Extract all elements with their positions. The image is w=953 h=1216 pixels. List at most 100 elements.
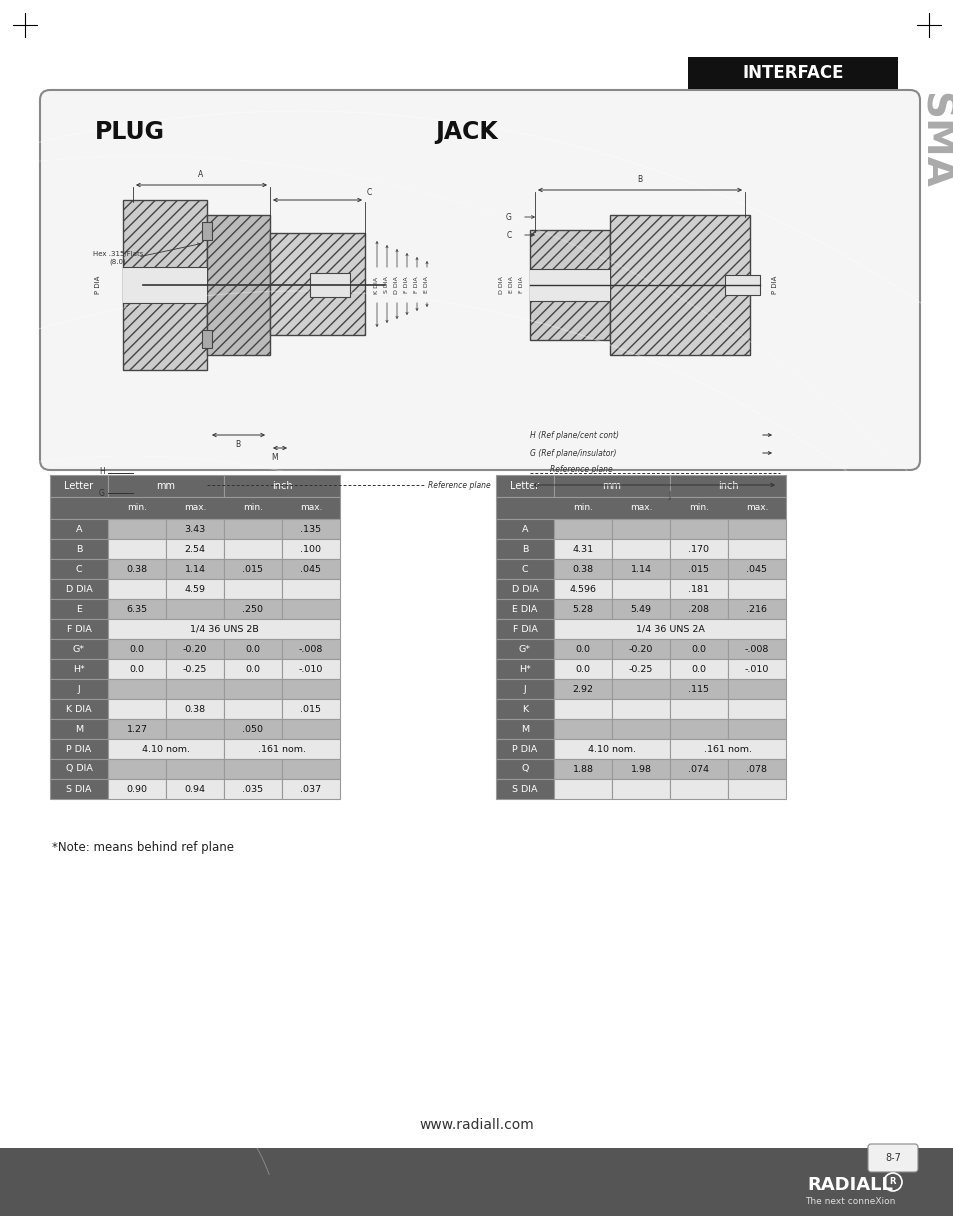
- Text: 1/4 36 UNS 2B: 1/4 36 UNS 2B: [190, 625, 258, 634]
- Bar: [669, 579, 727, 599]
- Text: D DIA: D DIA: [511, 585, 537, 593]
- Text: -.008: -.008: [298, 644, 323, 653]
- Text: Hex .315/Flats
(8.0): Hex .315/Flats (8.0): [92, 252, 143, 265]
- Text: www.radiall.com: www.radiall.com: [419, 1118, 534, 1132]
- Text: Q DIA: Q DIA: [66, 765, 92, 773]
- Bar: [496, 759, 554, 779]
- Bar: [123, 268, 207, 303]
- Bar: [496, 659, 554, 679]
- Text: H (Ref plane/cent cont): H (Ref plane/cent cont): [530, 430, 618, 439]
- Bar: [496, 699, 554, 719]
- Text: RADIALL: RADIALL: [806, 1176, 892, 1194]
- Bar: [50, 659, 108, 679]
- Bar: [687, 57, 897, 89]
- Bar: [609, 215, 749, 355]
- Bar: [50, 719, 108, 739]
- Text: 0.0: 0.0: [575, 664, 590, 674]
- Text: R: R: [889, 1177, 895, 1187]
- Text: 0.0: 0.0: [691, 664, 706, 674]
- Bar: [108, 579, 166, 599]
- Text: .078: .078: [745, 765, 767, 773]
- Text: .035: .035: [242, 784, 263, 794]
- Text: mm: mm: [602, 482, 620, 491]
- Bar: [496, 497, 785, 519]
- Bar: [166, 759, 224, 779]
- Text: max.: max.: [629, 503, 652, 512]
- Text: 5.49: 5.49: [630, 604, 651, 614]
- Text: 0.38: 0.38: [572, 564, 593, 574]
- Bar: [496, 638, 554, 659]
- Bar: [0, 1148, 953, 1216]
- Bar: [108, 559, 166, 579]
- Bar: [202, 330, 212, 348]
- Bar: [50, 599, 108, 619]
- Text: 0.0: 0.0: [130, 664, 144, 674]
- Bar: [166, 599, 224, 619]
- Text: 4.10 nom.: 4.10 nom.: [587, 744, 636, 754]
- Bar: [669, 659, 727, 679]
- Bar: [612, 659, 669, 679]
- Bar: [554, 759, 612, 779]
- Text: -0.25: -0.25: [183, 664, 207, 674]
- Bar: [612, 599, 669, 619]
- Bar: [496, 579, 554, 599]
- Text: F DIA: F DIA: [512, 625, 537, 634]
- Text: .015: .015: [688, 564, 709, 574]
- Bar: [727, 539, 785, 559]
- Bar: [727, 599, 785, 619]
- Bar: [108, 779, 166, 799]
- Text: -0.20: -0.20: [183, 644, 207, 653]
- Text: C: C: [506, 231, 512, 240]
- Text: .045: .045: [300, 564, 321, 574]
- Bar: [282, 719, 339, 739]
- Text: 4.10 nom.: 4.10 nom.: [142, 744, 190, 754]
- Text: G*: G*: [73, 644, 85, 653]
- Text: 1.27: 1.27: [127, 725, 148, 733]
- Bar: [108, 699, 166, 719]
- Bar: [282, 559, 339, 579]
- Bar: [50, 519, 108, 539]
- Bar: [496, 719, 554, 739]
- Text: H*: H*: [518, 664, 530, 674]
- Text: 2.92: 2.92: [572, 685, 593, 693]
- Bar: [166, 719, 224, 739]
- Text: PLUG: PLUG: [95, 120, 165, 143]
- Text: .208: .208: [688, 604, 709, 614]
- Text: 0.0: 0.0: [245, 664, 260, 674]
- Bar: [554, 739, 669, 759]
- Bar: [108, 659, 166, 679]
- Bar: [727, 659, 785, 679]
- Bar: [554, 659, 612, 679]
- Bar: [727, 559, 785, 579]
- Text: max.: max.: [299, 503, 322, 512]
- Text: Reference plane: Reference plane: [550, 466, 612, 474]
- Bar: [496, 519, 554, 539]
- Text: P DIA: P DIA: [512, 744, 537, 754]
- Bar: [50, 619, 108, 638]
- Text: 4.31: 4.31: [572, 545, 593, 553]
- Bar: [224, 719, 282, 739]
- Text: 0.0: 0.0: [575, 644, 590, 653]
- Text: 8-7: 8-7: [884, 1153, 900, 1162]
- Bar: [612, 779, 669, 799]
- Text: -0.20: -0.20: [628, 644, 653, 653]
- Bar: [669, 759, 727, 779]
- FancyBboxPatch shape: [867, 1144, 917, 1172]
- Text: E: E: [76, 604, 82, 614]
- Text: 3.43: 3.43: [184, 524, 206, 534]
- Bar: [282, 519, 339, 539]
- Text: .170: .170: [688, 545, 709, 553]
- Text: .250: .250: [242, 604, 263, 614]
- Bar: [669, 699, 727, 719]
- Text: G: G: [99, 489, 105, 497]
- Bar: [530, 230, 609, 340]
- Text: E DIA: E DIA: [509, 276, 514, 293]
- Text: min.: min.: [688, 503, 708, 512]
- Text: 1.88: 1.88: [572, 765, 593, 773]
- Bar: [496, 739, 554, 759]
- Bar: [50, 638, 108, 659]
- Text: J: J: [77, 685, 80, 693]
- Text: J: J: [523, 685, 526, 693]
- Bar: [496, 779, 554, 799]
- Bar: [496, 679, 554, 699]
